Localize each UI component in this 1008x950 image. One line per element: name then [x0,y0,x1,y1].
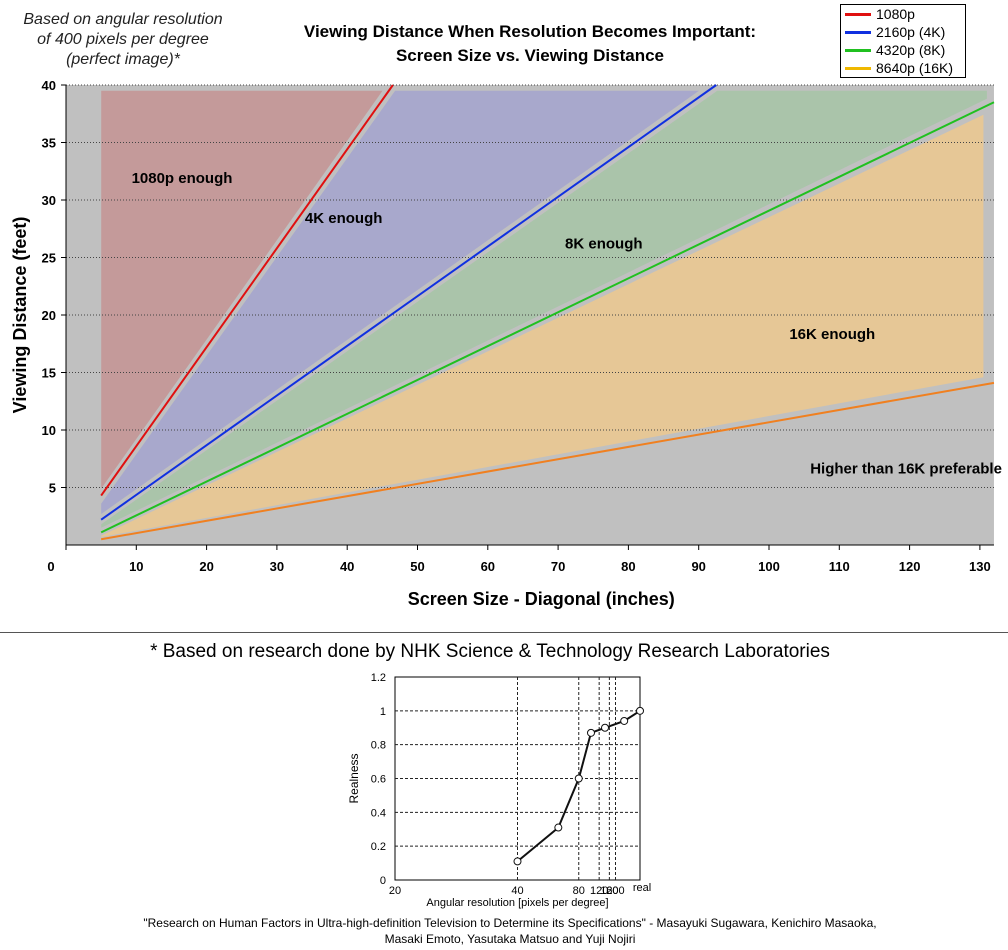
x-tick-label: 40 [511,885,523,897]
region-4k [101,90,699,515]
section-divider [0,632,1008,633]
x-tick-label: 80 [621,559,635,574]
realness-point [636,706,644,715]
line-threshold [100,381,995,541]
legend-item: 1080p [841,5,965,23]
realness-point [513,857,522,866]
legend-label: 8640p (16K) [876,60,954,76]
x-tick-label: 110 [829,559,850,574]
chart-title-line1: Viewing Distance When Resolution Becomes… [303,22,757,41]
y-tick-label: 35 [42,136,56,151]
perfect-image-note: Based on angular resolution of 400 pixel… [8,10,238,70]
x-axis-label: Screen Size - Diagonal (inches) [408,589,675,609]
legend-swatch [845,30,871,34]
line-4k [100,84,717,521]
citation-line1: "Research on Human Factors in Ultra-high… [143,916,877,930]
region-label: 4K enough [305,210,383,227]
realness-point [601,723,609,732]
x-tick-label: 90 [691,559,705,574]
x-tick-label: 50 [410,559,424,574]
legend-item: 4320p (8K) [841,41,965,59]
x-tick-label: 40 [340,559,354,574]
y-tick-label: 0 [380,875,386,887]
x-tick-label: 160 [600,885,618,897]
legend-swatch [845,48,871,52]
legend-label: 2160p (4K) [876,24,946,40]
x-tick-label: 10 [129,559,143,574]
x-tick-label: 80 [573,885,585,897]
x-tick-label: 130 [969,559,991,574]
legend-label: 1080p [876,6,915,22]
region-label: Higher than 16K preferable [810,461,1002,478]
y-tick-label: 0.2 [371,841,386,853]
chart-legend: 1080p 2160p (4K) 4320p (8K) 8640p (16K) [840,4,966,78]
y-tick-label: 1.2 [371,672,386,684]
realness-point [587,728,595,737]
region-label: 16K enough [789,326,875,343]
main-chart: 5 10 15 20 25 30 35 40 0 10 20 30 40 50 60 70 80 90 100 110… [10,78,1002,609]
y-tick-label: 5 [49,481,56,496]
y-tick-label: 30 [42,193,56,208]
research-footnote: * Based on research done by NHK Science … [150,641,830,662]
region-label: 1080p enough [132,170,233,187]
y-tick-label: 20 [42,308,56,323]
x-tick-label: 120 [590,885,608,897]
region-1080p [101,90,383,489]
legend-item: 8640p (16K) [841,59,965,77]
realness-point [620,716,629,725]
y-tick-label: 0.4 [371,807,386,819]
realness-point [574,774,583,783]
x-tick-label: 70 [551,559,565,574]
note-line: of 400 pixels per degree [37,31,209,48]
y-tick-label: 40 [42,78,56,93]
y-tick-label: 25 [42,251,56,266]
legend-label: 4320p (8K) [876,42,946,58]
x-tick-label: 120 [899,559,921,574]
citation: "Research on Human Factors in Ultra-high… [60,915,960,947]
x-tick-label: 200 [606,885,624,897]
y-axis-label: Viewing Distance (feet) [10,217,30,414]
citation-line2: Masaki Emoto, Yasutaka Matsuo and Yuji N… [384,932,636,946]
x-tick-label: 20 [389,885,401,897]
chart-title: Viewing Distance When Resolution Becomes… [240,20,820,68]
x-axis-label: Angular resolution [pixels per degree] [426,897,608,909]
y-tick-label: 0.6 [371,774,386,786]
y-tick-label: 10 [42,423,56,438]
y-axis-label: Realness [347,753,361,803]
note-line: (perfect image)* [66,51,180,68]
legend-swatch [845,12,871,16]
x-tick-label: 30 [270,559,284,574]
region-16k [101,114,984,538]
y-tick-label: 15 [42,366,56,381]
y-tick-label: 0.8 [371,740,386,752]
note-line: Based on angular resolution [23,11,223,28]
region-label: 8K enough [565,235,643,252]
x-tick-label: 20 [199,559,213,574]
line-8k [100,101,995,534]
legend-item: 2160p (4K) [841,23,965,41]
realness-point [554,823,563,832]
x-tick-label: 100 [758,559,780,574]
x-tick-label: real [633,882,651,894]
y-tick-label: 1 [380,706,386,718]
x-tick-label: 60 [481,559,495,574]
x-tick-label: 0 [47,559,54,574]
chart-title-line2: Screen Size vs. Viewing Distance [395,46,665,65]
line-1080p [100,84,394,497]
legend-swatch [845,66,871,70]
